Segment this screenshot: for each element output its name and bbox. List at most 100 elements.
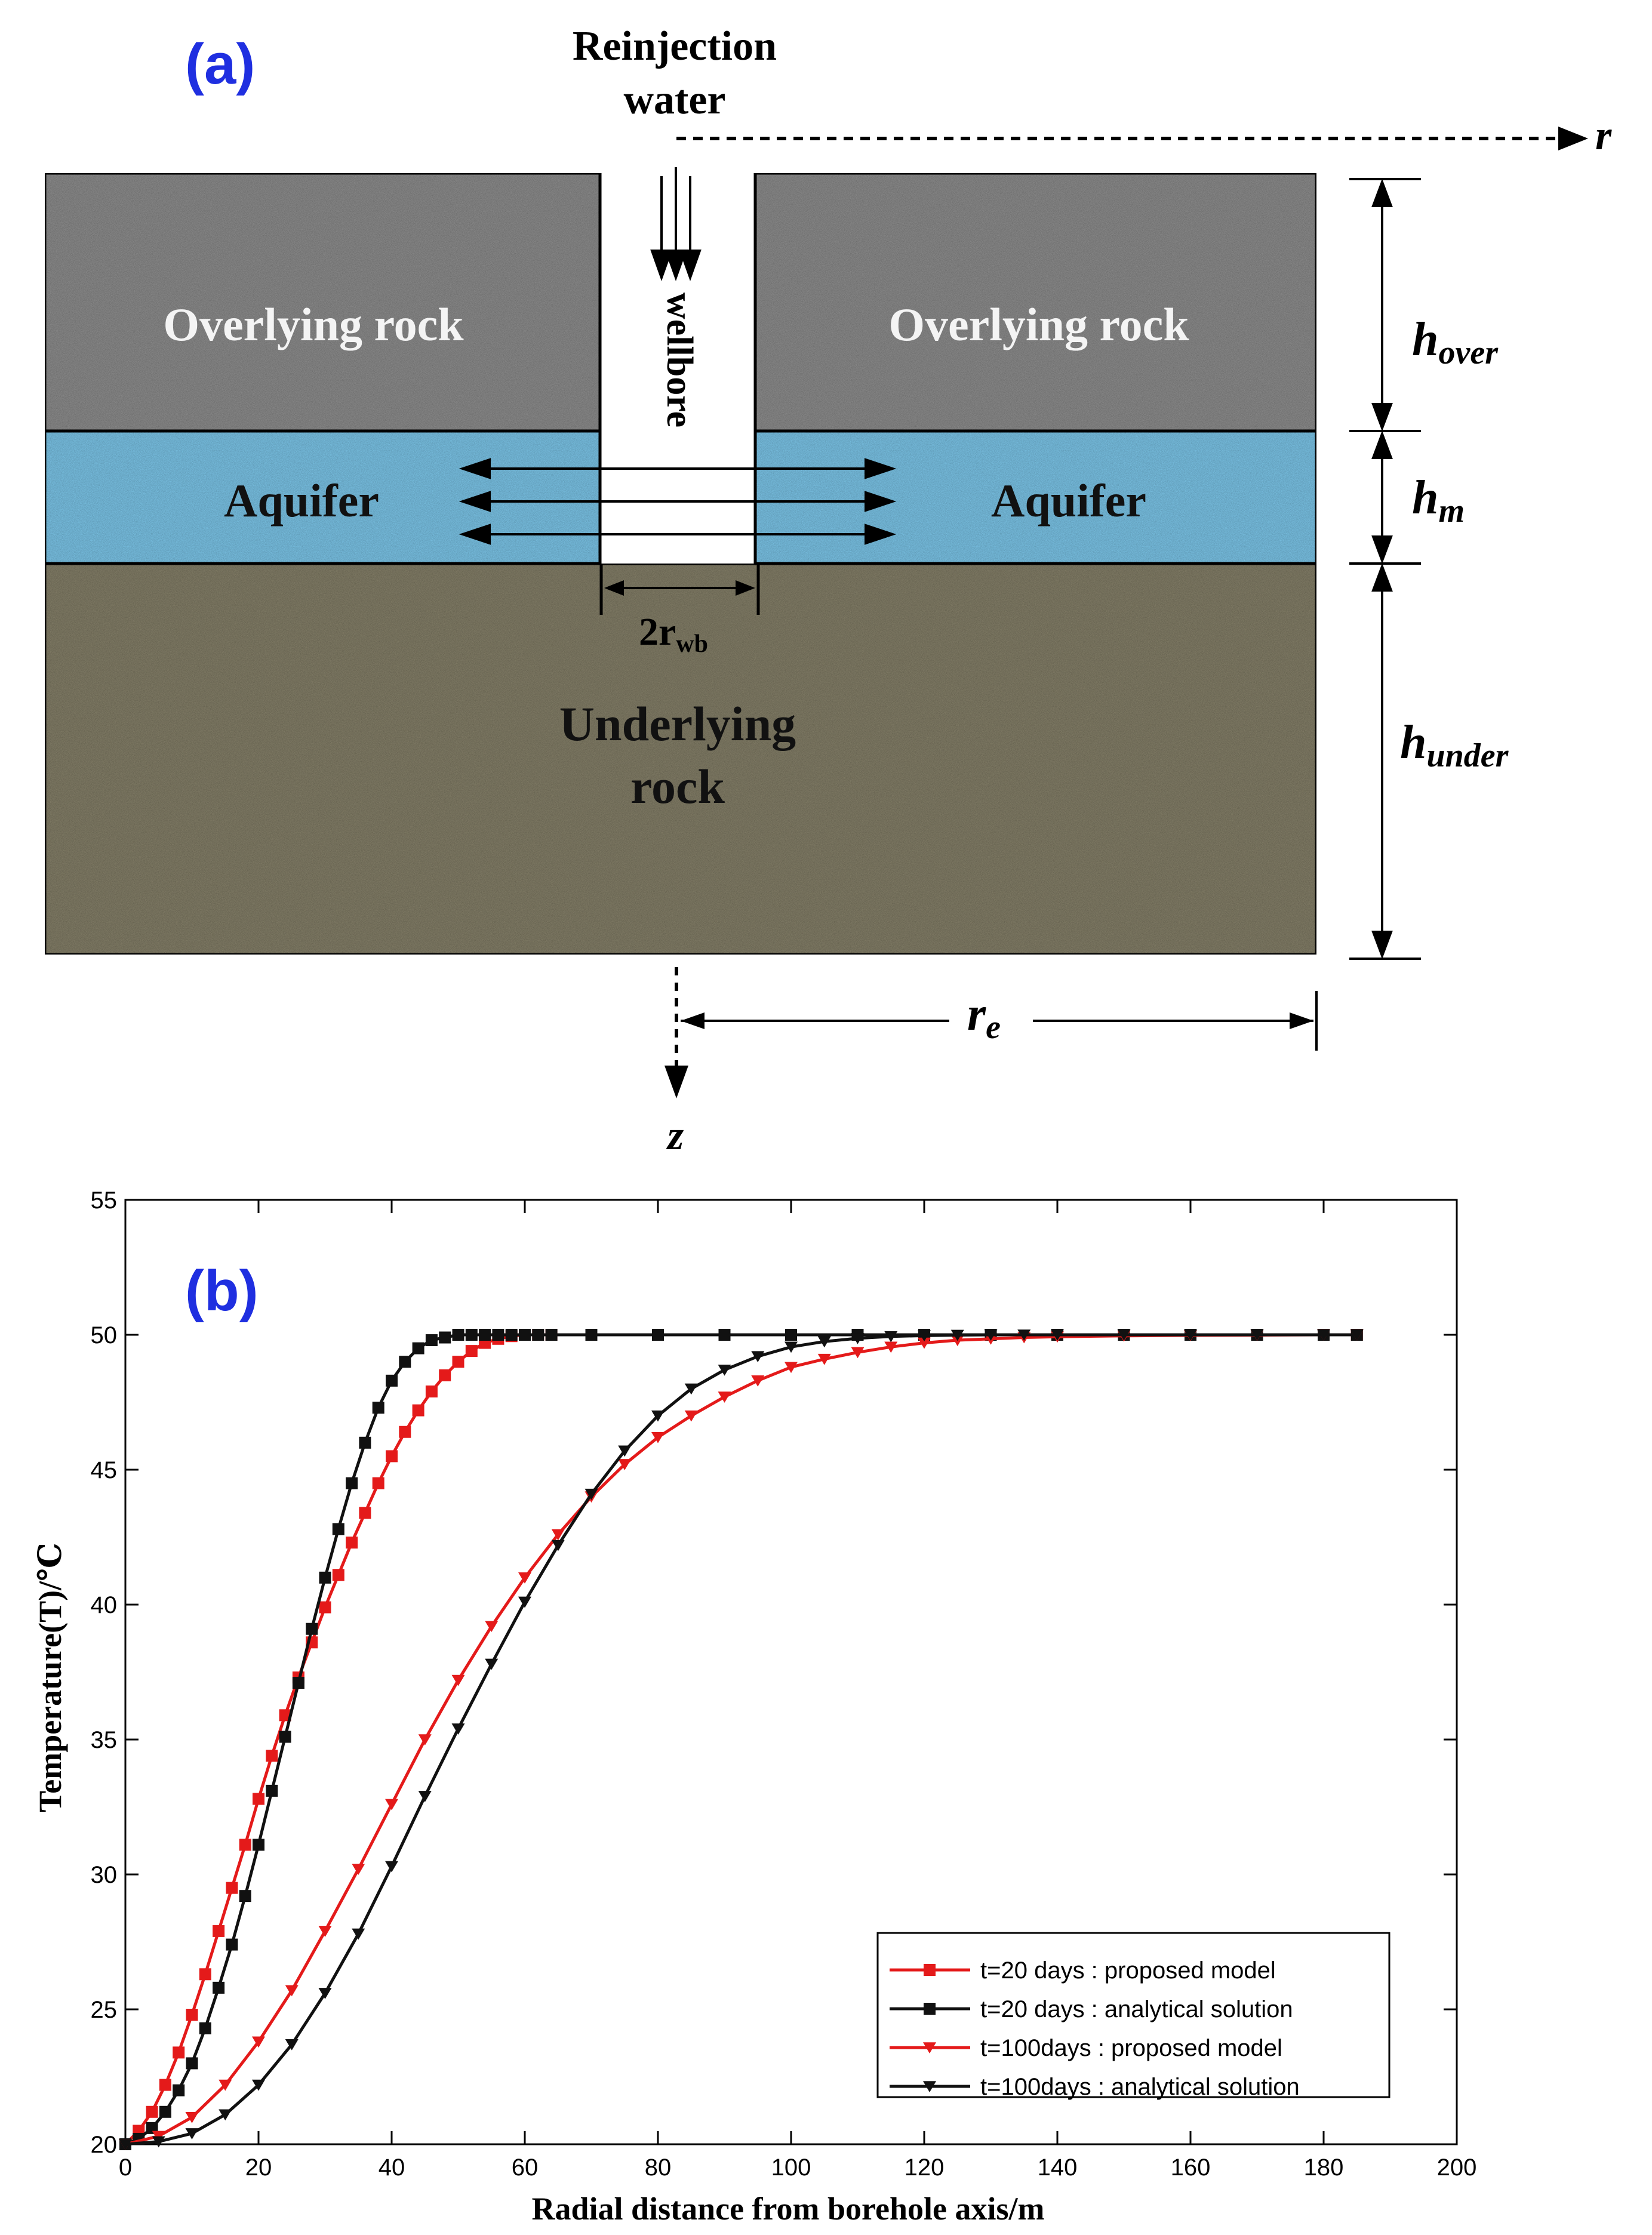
data-point <box>439 1369 451 1381</box>
overlying-rock-right <box>753 171 1318 433</box>
overlying-rock-label-right: Overlying rock <box>888 298 1189 350</box>
y-tick-label: 40 <box>91 1592 118 1618</box>
data-point <box>199 1968 211 1981</box>
data-point <box>918 1330 931 1342</box>
panel-a: (a) Reinjection water r wellbore <box>43 23 1612 1159</box>
data-point <box>479 1329 491 1341</box>
data-point <box>1184 1329 1197 1341</box>
data-point <box>684 1383 698 1395</box>
y-tick-label: 30 <box>91 1862 118 1888</box>
data-point <box>451 1674 465 1686</box>
data-point <box>279 1731 291 1743</box>
data-point <box>186 2009 198 2021</box>
panel-a-label: (a) <box>185 32 255 96</box>
series-line <box>125 1333 1357 2146</box>
h-m-sub: m <box>1439 492 1465 529</box>
data-point <box>173 2084 185 2097</box>
data-point <box>651 1410 665 1422</box>
hdim-arrows <box>1371 178 1393 959</box>
data-point <box>851 1333 865 1344</box>
data-point <box>412 1342 424 1354</box>
h-over-main: h <box>1412 313 1439 366</box>
data-point <box>518 1596 531 1608</box>
r-axis-arrowhead <box>1558 127 1588 150</box>
data-point <box>651 1431 665 1443</box>
data-point <box>1017 1329 1031 1341</box>
data-point <box>185 2112 199 2123</box>
data-point <box>425 1385 438 1397</box>
data-point <box>372 1402 384 1414</box>
underlying-rock-label-line2: rock <box>630 759 725 814</box>
x-tick-label: 40 <box>379 2154 405 2181</box>
data-point <box>618 1445 632 1457</box>
data-point <box>584 1488 598 1500</box>
x-tick-label: 60 <box>512 2154 539 2181</box>
data-point <box>817 1336 831 1348</box>
data-point <box>519 1329 531 1341</box>
legend-items: t=20 days : proposed model t=20 days : an… <box>890 1957 1300 2100</box>
data-point <box>252 2036 265 2048</box>
h-over-sub: over <box>1439 334 1499 371</box>
rwb-label-sub: wb <box>676 630 708 658</box>
data-point <box>817 1353 831 1365</box>
data-point <box>485 1621 499 1633</box>
data-point <box>292 1677 304 1689</box>
x-axis-ticks: 0 20 40 60 80 100 120 140 160 180 200 <box>119 1200 1476 2181</box>
rwb-arrow-left <box>604 580 624 596</box>
re-label: re <box>967 988 1001 1046</box>
data-point <box>452 1356 464 1368</box>
x-tick-label: 160 <box>1171 2154 1211 2181</box>
data-point <box>213 1981 225 1994</box>
x-tick-label: 180 <box>1304 2154 1344 2181</box>
data-point <box>285 2039 299 2051</box>
x-tick-label: 120 <box>905 2154 945 2181</box>
h-over-label: hover <box>1412 313 1499 371</box>
data-point <box>439 1331 451 1344</box>
data-point <box>159 2105 171 2118</box>
data-point <box>492 1329 504 1341</box>
y-tick-label: 55 <box>91 1187 118 1214</box>
legend-label: t=20 days : analytical solution <box>980 1996 1293 2022</box>
data-point <box>199 2022 211 2034</box>
data-point <box>785 1362 798 1374</box>
data-point <box>332 1569 344 1581</box>
data-point <box>266 1750 278 1762</box>
re-sub: e <box>986 1009 1001 1046</box>
wellbore-label: wellbore <box>659 293 700 427</box>
data-point <box>412 1404 424 1417</box>
data-point <box>718 1329 731 1341</box>
data-point <box>684 1410 698 1422</box>
data-point <box>386 1450 398 1463</box>
data-point <box>884 1331 898 1343</box>
re-main: r <box>967 988 986 1040</box>
data-point <box>551 1529 565 1541</box>
data-point <box>718 1392 731 1403</box>
data-point <box>346 1537 358 1549</box>
y-tick-label: 50 <box>91 1322 118 1349</box>
series-line <box>125 1333 1357 2146</box>
underlying-rock <box>43 562 1318 956</box>
data-point <box>451 1723 465 1735</box>
data-point <box>253 1839 264 1851</box>
h-m-main: h <box>1412 472 1439 524</box>
x-axis-title: Radial distance from borehole axis/m <box>532 2191 1045 2227</box>
h-m-label: hm <box>1412 472 1465 529</box>
overlying-rock-label-left: Overlying rock <box>163 298 464 350</box>
x-tick-label: 100 <box>771 2154 811 2181</box>
data-point <box>372 1477 384 1489</box>
data-point <box>551 1540 565 1551</box>
legend-label: t=100days : proposed model <box>980 2035 1282 2061</box>
data-point <box>1350 1329 1364 1341</box>
data-point <box>239 1890 251 1902</box>
h-under-label: hunder <box>1400 716 1509 774</box>
legend-marker <box>923 2042 936 2054</box>
data-point <box>226 1938 238 1951</box>
data-point <box>306 1623 318 1635</box>
data-point <box>718 1364 731 1376</box>
series-4 <box>119 1329 1364 2150</box>
y-tick-label: 25 <box>91 1997 118 2023</box>
data-point <box>1051 1329 1064 1341</box>
z-axis-arrowhead <box>665 1066 688 1098</box>
data-point <box>239 1839 251 1851</box>
data-point <box>385 1861 398 1873</box>
